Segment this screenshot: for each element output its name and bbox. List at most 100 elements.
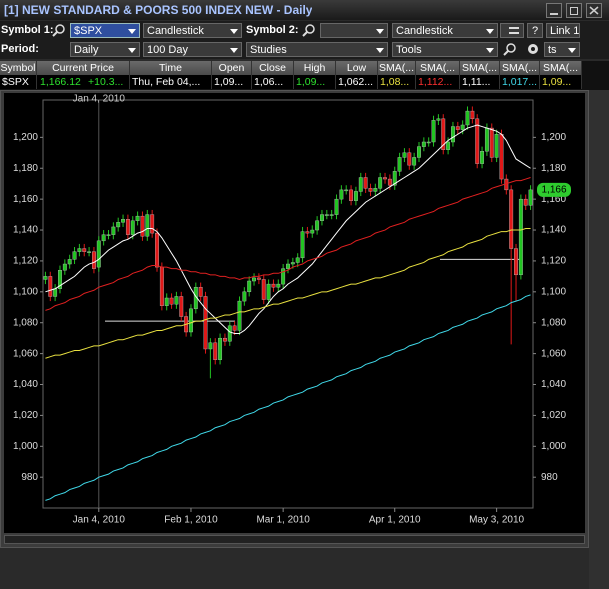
candle-body (232, 325, 237, 331)
candle-body (324, 214, 329, 216)
chart-background (4, 93, 585, 533)
y-tick-label: 1,020 (13, 410, 38, 421)
y-tick-label: 1,060 (541, 348, 566, 359)
extra-dropdown[interactable]: ts (544, 42, 580, 57)
y-tick-label: 1,120 (541, 256, 566, 267)
chart-type2-text: Candlestick (396, 25, 453, 37)
candle-body (155, 232, 159, 268)
tools-text: Tools (396, 44, 422, 56)
candle-body (392, 171, 397, 186)
candle-body (125, 219, 130, 235)
candle-body (227, 325, 232, 342)
maximize-button[interactable] (566, 3, 582, 18)
candle-body (397, 157, 402, 172)
dropdown-arrow (230, 48, 238, 53)
candle-body (266, 283, 271, 300)
candle-body (179, 296, 184, 317)
candle-body (145, 214, 150, 237)
candle-body (213, 342, 218, 360)
last-price-label: 1,166 (541, 185, 566, 196)
range-dropdown[interactable]: 100 Day (143, 42, 242, 57)
candle-body (111, 226, 116, 235)
candle-body (358, 177, 363, 192)
candle-body (48, 276, 53, 297)
minimize-button[interactable] (546, 3, 562, 18)
dropdown-arrow (128, 29, 136, 34)
period-dropdown[interactable]: Daily (70, 42, 140, 57)
candle-body (101, 234, 106, 242)
sma-line (45, 177, 531, 311)
dropdown-arrow (486, 29, 494, 34)
column-header: Time (130, 61, 212, 75)
y-tick-label: 1,060 (13, 348, 38, 359)
low-cell: 1,062... (336, 75, 378, 89)
candle-body (407, 152, 412, 166)
period-label: Period: (1, 43, 39, 55)
candle-body (518, 198, 523, 276)
symbol-cell: $SPX (0, 75, 37, 89)
chart-type1-text: Candlestick (147, 25, 204, 37)
scrollbar[interactable] (4, 535, 585, 544)
symbol1-label: Symbol 1: (1, 24, 54, 36)
candle-body (484, 127, 489, 152)
candle-body (344, 189, 349, 192)
link-button[interactable]: Link 1 (546, 23, 580, 38)
close-button[interactable] (586, 3, 602, 18)
y-tick-label: 1,140 (13, 225, 38, 236)
candle-body (300, 231, 305, 259)
settings-icon[interactable] (526, 42, 542, 56)
candle-body (290, 262, 295, 265)
y-tick-label: 1,140 (541, 225, 566, 236)
plot-frame (42, 99, 534, 509)
window-title: [1] NEW STANDARD & POORS 500 INDEX NEW -… (4, 3, 313, 17)
candle-body (256, 277, 261, 280)
column-header: High (294, 61, 336, 75)
y-tick-label: 980 (21, 472, 38, 483)
column-header: SMA(... (540, 61, 582, 75)
symbol2-input[interactable] (320, 23, 388, 38)
candle-body (426, 141, 431, 144)
y-tick-label: 1,040 (541, 379, 566, 390)
y-tick-label: 1,180 (541, 163, 566, 174)
chart-type1-dropdown[interactable]: Candlestick (143, 23, 242, 38)
dropdown-arrow (230, 29, 238, 34)
candle-body (77, 248, 82, 252)
y-tick-label: 1,100 (541, 286, 566, 297)
help-button[interactable]: ? (527, 23, 543, 38)
candle-body (436, 118, 441, 121)
column-header: Low (336, 61, 378, 75)
candle-body (96, 240, 101, 268)
candle-body (87, 251, 92, 253)
symbol-toolbar: Symbol 1: $SPX Candlestick Symbol 2: Can… (0, 21, 609, 40)
candle-body (62, 263, 67, 271)
tools-dropdown[interactable]: Tools (392, 42, 498, 57)
x-tick-label: Mar 1, 2010 (256, 515, 310, 526)
column-header: SMA(... (500, 61, 540, 75)
candle-body (310, 229, 315, 234)
period-toolbar: Period: Daily 100 Day Studies Tools ts (0, 40, 609, 59)
candle-body (329, 214, 334, 216)
extra-text: ts (548, 44, 557, 56)
candle-body (242, 291, 247, 302)
candle-body (494, 134, 499, 158)
dropdown-arrow (376, 29, 384, 34)
candle-body (82, 248, 87, 252)
search-icon[interactable] (52, 23, 66, 37)
y-tick-label: 1,040 (13, 379, 38, 390)
column-header: Symbol (0, 61, 37, 75)
candle-body (431, 120, 436, 143)
symbol1-text: $SPX (74, 25, 103, 37)
studies-dropdown[interactable]: Studies (246, 42, 388, 57)
zoom-icon[interactable] (503, 42, 517, 56)
symbol1-input[interactable]: $SPX (70, 23, 140, 38)
menu-button[interactable] (500, 23, 524, 38)
title-bar: [1] NEW STANDARD & POORS 500 INDEX NEW -… (0, 0, 609, 20)
current-price: 1,166.12 (40, 76, 81, 88)
candle-body (334, 198, 339, 215)
candle-body (523, 198, 528, 206)
sma-cell: 1,017... (500, 75, 540, 89)
chart-type2-dropdown[interactable]: Candlestick (392, 23, 498, 38)
search-icon[interactable] (302, 23, 316, 37)
candle-body (286, 263, 290, 269)
